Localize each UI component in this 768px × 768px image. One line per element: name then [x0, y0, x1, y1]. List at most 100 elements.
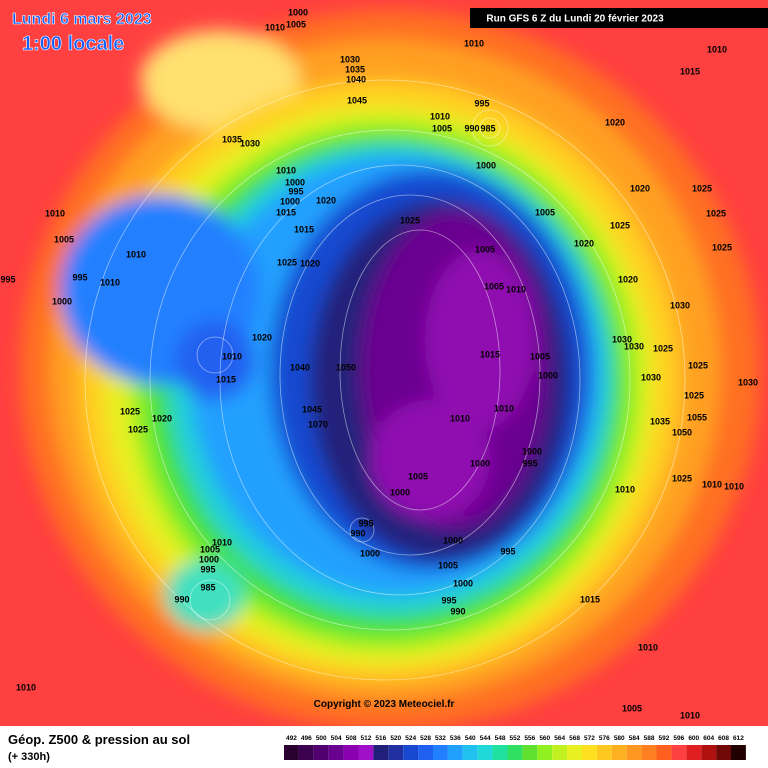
scale-swatch: [552, 745, 568, 760]
scale-label: 568: [569, 735, 580, 742]
geopotential-field: [0, 0, 768, 726]
scale-label: 564: [554, 735, 565, 742]
scale-label: 492: [286, 735, 297, 742]
isobar-label: 1000: [280, 196, 300, 206]
isobar-label: 1005: [438, 560, 458, 570]
scale-swatch: [284, 745, 299, 760]
scale-label: 588: [644, 735, 655, 742]
isobar-label: 1000: [390, 487, 410, 497]
scale-label: 560: [539, 735, 550, 742]
isobar-label: 1015: [680, 66, 700, 76]
scale-label: 572: [584, 735, 595, 742]
scale-label: 504: [331, 735, 342, 742]
isobar-label: 1030: [670, 300, 690, 310]
scale-swatch: [373, 745, 389, 760]
scale-swatch: [433, 745, 448, 760]
isobar-label: 1005: [622, 703, 642, 713]
isobar-label: 1010: [724, 481, 744, 491]
isobar-label: 1010: [450, 413, 470, 423]
isobar-label: 1025: [120, 406, 140, 416]
isobar-label: 1030: [240, 138, 260, 148]
run-banner: [470, 8, 768, 28]
isobar-label: 1010: [702, 479, 722, 489]
isobar-label: 1020: [316, 195, 336, 205]
isobar-label: 1010: [16, 682, 36, 692]
isobar-label: 995: [72, 272, 87, 282]
footer-subtitle: (+ 330h): [8, 751, 50, 763]
isobar-label: 1035: [650, 416, 670, 426]
isobar-label: 1015: [580, 594, 600, 604]
isobar-label: 1000: [538, 370, 558, 380]
isobar-label: 1010: [494, 403, 514, 413]
isobar-label: 1025: [688, 360, 708, 370]
isobar-label: 1010: [464, 38, 484, 48]
scale-swatch: [582, 745, 597, 760]
scale-swatch: [716, 745, 731, 760]
isobar-label: 1030: [624, 341, 644, 351]
scale-label: 544: [480, 735, 491, 742]
isobar-label: 1030: [612, 334, 632, 344]
isobar-label: 1055: [687, 412, 707, 422]
scale-label: 552: [510, 735, 521, 742]
scale-label: 528: [420, 735, 431, 742]
isobar-label: 995: [200, 564, 215, 574]
scale-label: 548: [495, 735, 506, 742]
scale-label: 576: [599, 735, 610, 742]
isobar-label: 1015: [480, 349, 500, 359]
isobar-label: 1025: [684, 390, 704, 400]
scale-swatch: [343, 745, 359, 760]
isobar-label: 1025: [610, 220, 630, 230]
isobar-label: 1010: [45, 208, 65, 218]
isobar-label: 1050: [336, 362, 356, 372]
scale-swatch: [656, 745, 672, 760]
isobar-label: 1015: [294, 224, 314, 234]
local-time: 1:00 locale: [22, 33, 124, 55]
isobar-label: 995: [358, 518, 373, 528]
isobar-label: 1010: [707, 44, 727, 54]
isobar-label: 1005: [286, 19, 306, 29]
isobar-label: 1020: [618, 274, 638, 284]
isobar-label: 985: [200, 582, 215, 592]
scale-label: 496: [301, 735, 312, 742]
isobar-label: 1025: [277, 257, 297, 267]
isobar-label: 995: [500, 546, 515, 556]
isobar-label: 1045: [347, 95, 367, 105]
isobar-label: 1015: [216, 374, 236, 384]
scale-swatch: [701, 745, 717, 760]
scale-swatch: [522, 745, 538, 760]
isobar-label: 1005: [535, 207, 555, 217]
footer-title: Géop. Z500 & pression au sol: [8, 732, 190, 747]
scale-swatch: [358, 745, 374, 760]
isobar-label: 990: [350, 528, 365, 538]
scale-swatch: [567, 745, 582, 760]
isobar-label: 1000: [360, 548, 380, 558]
scale-label: 540: [465, 735, 476, 742]
isobar-label: 1025: [672, 473, 692, 483]
scale-swatch: [611, 745, 627, 760]
isobar-label: 1025: [653, 343, 673, 353]
scale-label: 516: [375, 735, 386, 742]
isobar-label: 1010: [222, 351, 242, 361]
scale-label: 556: [524, 735, 535, 742]
isobar-label: 995: [288, 186, 303, 196]
isobar-label: 1005: [408, 471, 428, 481]
scale-label: 532: [435, 735, 446, 742]
isobar-label: 1025: [706, 208, 726, 218]
isobar-label: 1005: [432, 123, 452, 133]
isobar-label: 995: [522, 458, 537, 468]
scale-swatch: [462, 745, 478, 760]
isobar-label: 1050: [672, 427, 692, 437]
isobar-label: 1000: [443, 535, 463, 545]
scale-swatch: [671, 745, 687, 760]
isobar-label: 1030: [738, 377, 758, 387]
isobar-label: 1000: [476, 160, 496, 170]
valid-date: Lundi 6 mars 2023: [12, 11, 152, 28]
isobar-label: 1025: [692, 183, 712, 193]
isobar-label: 1030: [340, 54, 360, 64]
isobar-label: 1010: [430, 111, 450, 121]
scale-label: 524: [405, 735, 416, 742]
isobar-label: 1040: [290, 362, 310, 372]
scale-swatch: [626, 745, 642, 760]
isobar-label: 1000: [52, 296, 72, 306]
scale-label: 536: [450, 735, 461, 742]
